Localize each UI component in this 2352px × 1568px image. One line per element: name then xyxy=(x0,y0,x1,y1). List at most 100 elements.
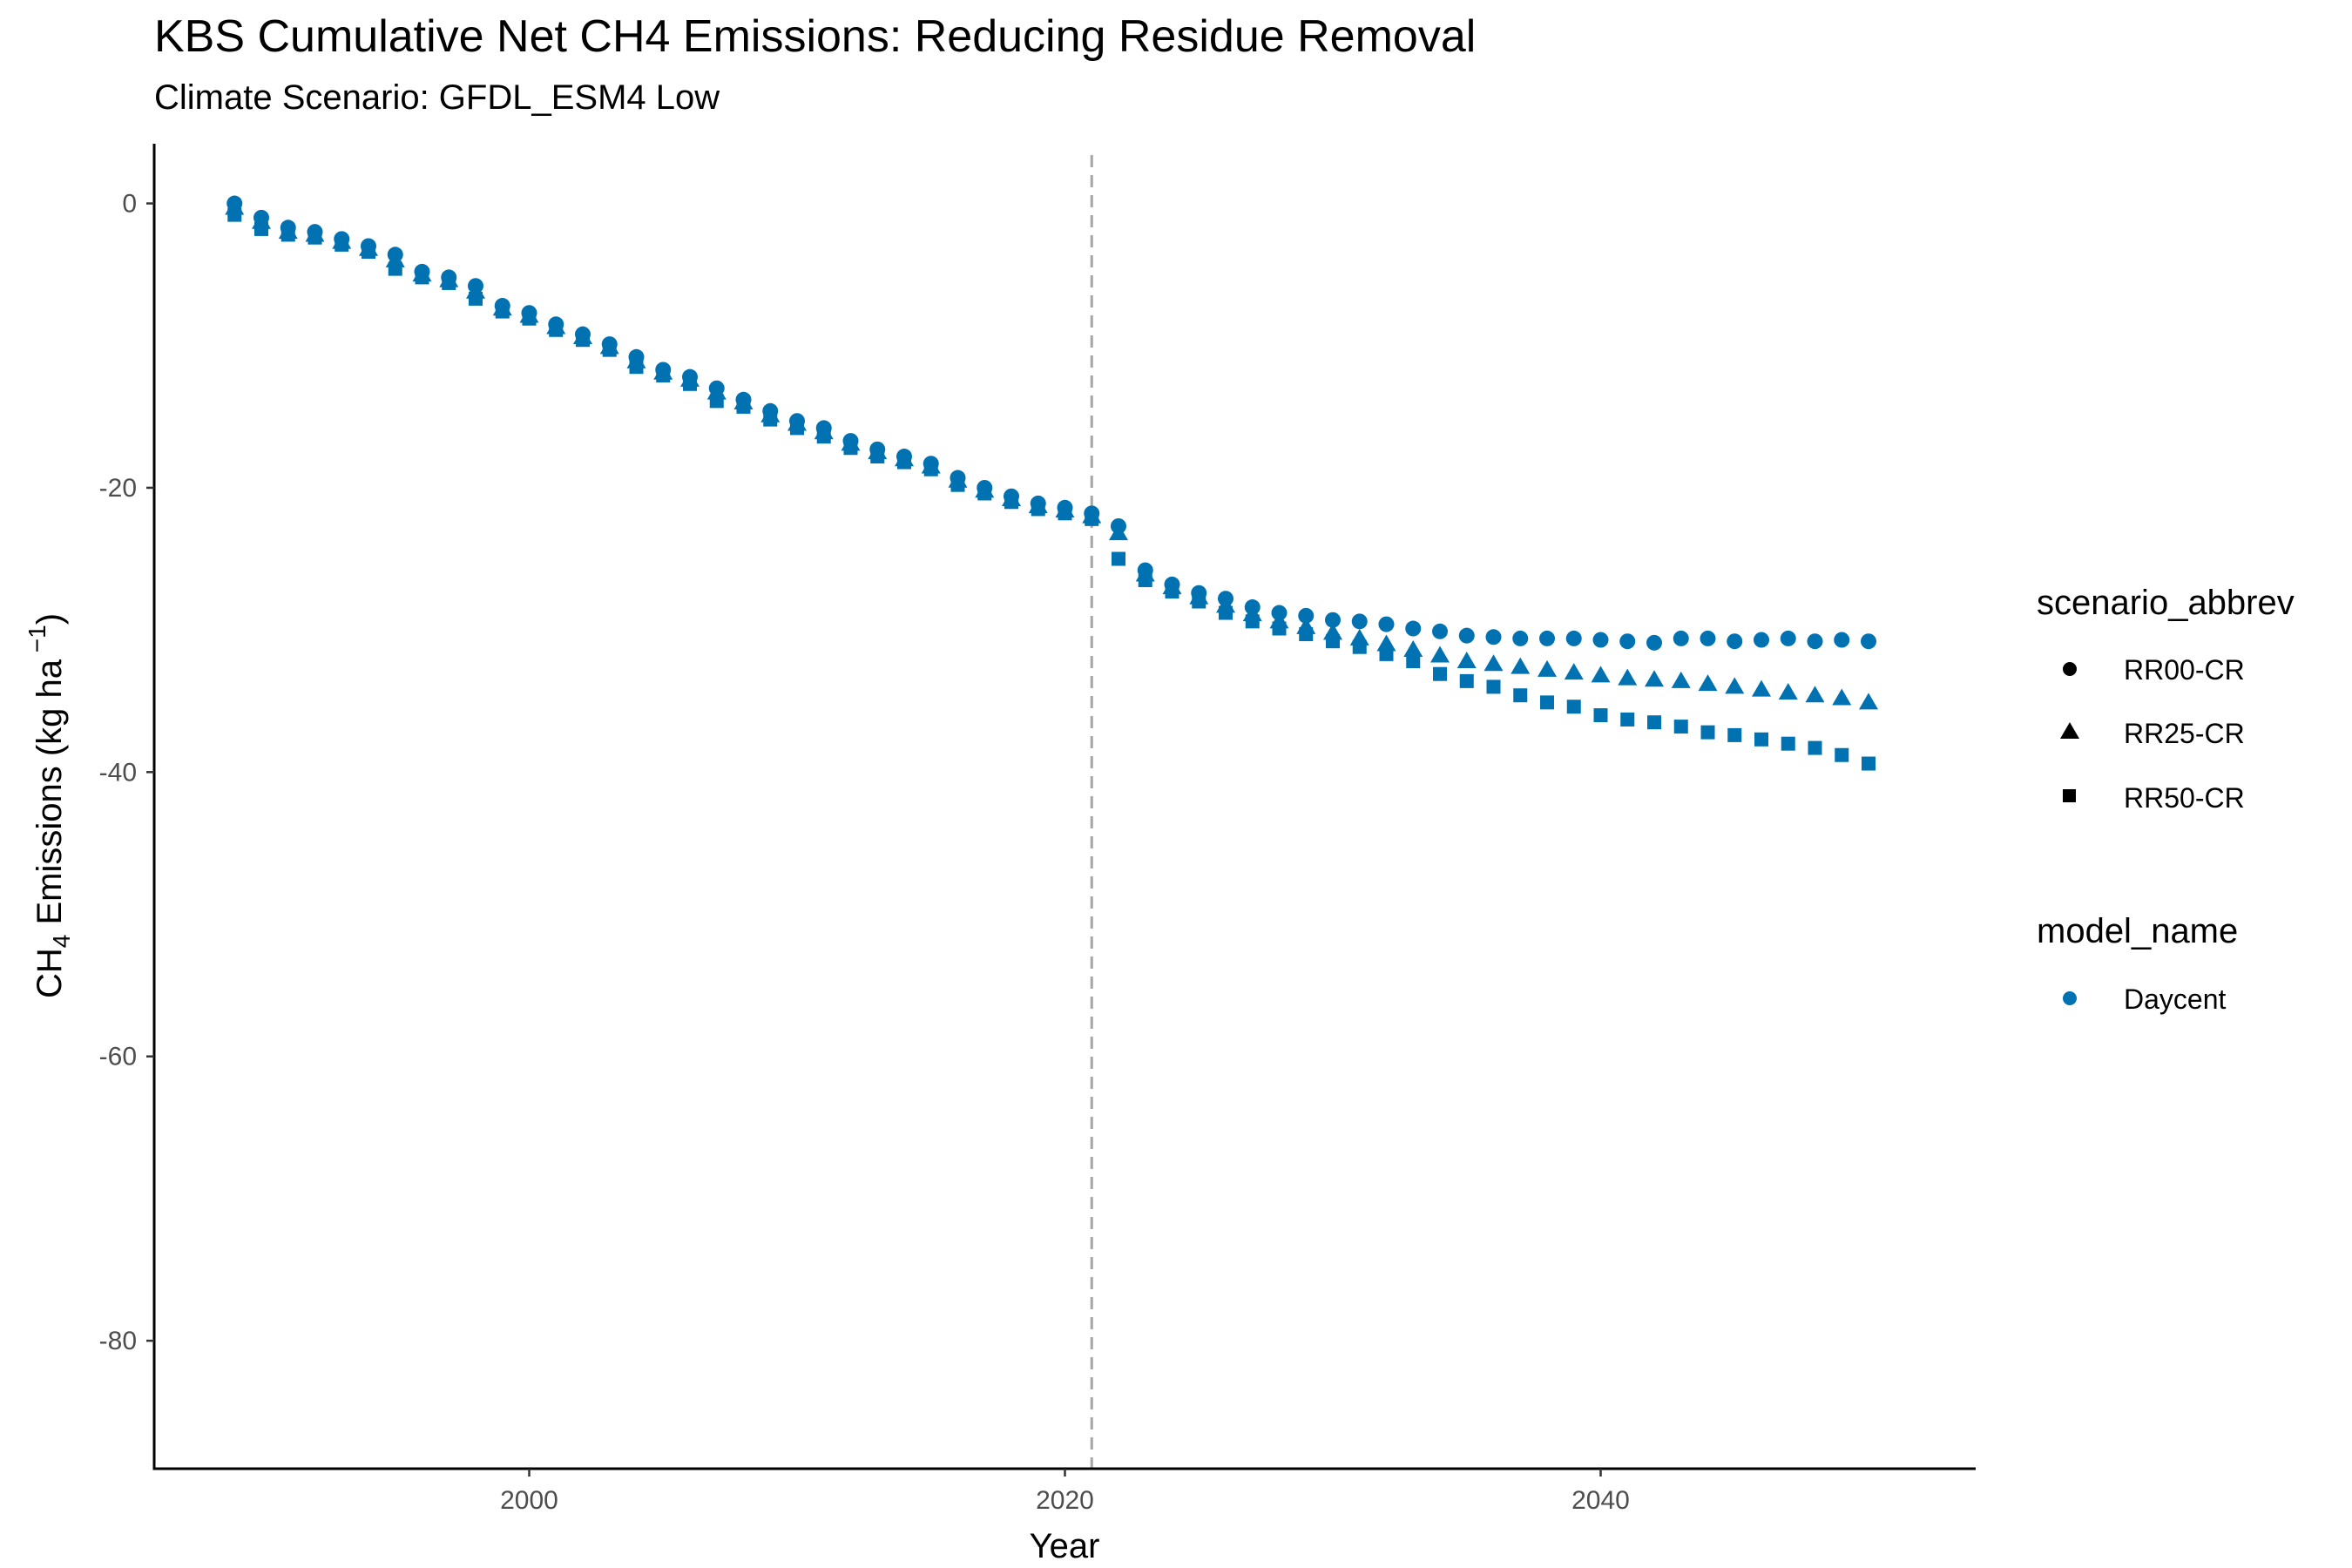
y-tick-label: -40 xyxy=(99,758,137,787)
point-rr00-cr xyxy=(1780,630,1796,646)
point-rr00-cr xyxy=(1111,518,1126,535)
point-rr00-cr xyxy=(1030,495,1046,511)
point-rr25-cr xyxy=(1376,634,1396,652)
point-rr00-cr xyxy=(226,195,243,212)
x-tick-label: 2040 xyxy=(1571,1486,1630,1515)
points-layer xyxy=(225,195,1878,771)
x-tick-label: 2020 xyxy=(1036,1486,1094,1515)
point-rr25-cr xyxy=(1403,639,1423,657)
point-rr00-cr xyxy=(1244,599,1260,616)
y-tick-label: -20 xyxy=(99,474,137,503)
point-rr00-cr xyxy=(1458,627,1475,644)
point-rr00-cr xyxy=(1485,629,1502,645)
point-rr00-cr xyxy=(468,278,483,294)
point-rr00-cr xyxy=(977,479,993,496)
point-rr25-cr xyxy=(1725,677,1745,694)
point-rr00-cr xyxy=(361,238,376,254)
point-rr00-cr xyxy=(655,362,672,378)
legend: scenario_abbrev RR00-CR RR25-CR RR50-CR … xyxy=(2037,584,2295,1015)
point-rr00-cr xyxy=(1378,616,1395,632)
legend-key-circle xyxy=(2063,662,2077,676)
point-rr00-cr xyxy=(1565,630,1582,646)
point-rr50-cr xyxy=(1862,756,1876,771)
point-rr00-cr xyxy=(1351,613,1368,630)
point-rr00-cr xyxy=(950,470,966,486)
point-rr00-cr xyxy=(1191,585,1207,601)
y-axis-title-main: CH xyxy=(30,948,69,998)
point-rr00-cr xyxy=(1325,612,1341,628)
point-rr00-cr xyxy=(280,220,296,236)
point-rr50-cr xyxy=(1486,679,1501,694)
y-tick-label: 0 xyxy=(122,190,137,219)
y-ticks: 0 -20 -40 -60 -80 xyxy=(99,190,154,1355)
point-rr50-cr xyxy=(1112,551,1125,566)
point-rr00-cr xyxy=(628,348,645,365)
legend-key-square xyxy=(2063,789,2076,802)
point-rr50-cr xyxy=(1647,715,1661,730)
point-rr00-cr xyxy=(1057,499,1073,516)
point-rr50-cr xyxy=(1781,736,1795,751)
y-tick-label: -60 xyxy=(99,1043,137,1071)
point-rr50-cr xyxy=(1433,666,1447,681)
point-rr00-cr xyxy=(1084,505,1100,522)
point-rr00-cr xyxy=(548,316,564,333)
point-rr00-cr xyxy=(815,420,832,436)
point-rr00-cr xyxy=(842,433,859,449)
point-rr50-cr xyxy=(1754,732,1768,747)
point-rr00-cr xyxy=(923,456,939,472)
point-rr25-cr xyxy=(1778,682,1798,700)
point-rr00-cr xyxy=(1271,605,1288,621)
point-rr00-cr xyxy=(1700,630,1716,646)
point-rr00-cr xyxy=(601,336,618,353)
point-rr25-cr xyxy=(1645,670,1664,687)
point-rr00-cr xyxy=(1164,576,1180,592)
point-rr00-cr xyxy=(1592,632,1609,648)
point-rr50-cr xyxy=(1459,673,1474,688)
point-rr00-cr xyxy=(682,368,698,385)
point-rr00-cr xyxy=(1727,633,1743,650)
point-rr50-cr xyxy=(1540,695,1554,710)
point-rr00-cr xyxy=(1405,620,1422,637)
legend-label-rr00: RR00-CR xyxy=(2124,654,2245,686)
point-rr00-cr xyxy=(1619,633,1636,650)
point-rr00-cr xyxy=(575,326,591,342)
point-rr25-cr xyxy=(1538,659,1557,677)
y-axis-title-superscript: −1 xyxy=(24,625,51,659)
y-axis-title: CH4 Emissions (kg ha −1) xyxy=(24,613,75,998)
point-rr00-cr xyxy=(1004,488,1019,504)
point-rr25-cr xyxy=(1752,679,1771,697)
chart-title: KBS Cumulative Net CH4 Emissions: Reduci… xyxy=(154,11,1477,62)
legend-color-title: model_name xyxy=(2037,912,2238,950)
point-rr00-cr xyxy=(1754,632,1769,648)
point-rr50-cr xyxy=(1808,740,1822,755)
legend-label-rr50: RR50-CR xyxy=(2124,782,2245,814)
chart-subtitle: Climate Scenario: GFDL_ESM4 Low xyxy=(154,78,720,117)
point-rr50-cr xyxy=(1727,727,1742,742)
point-rr00-cr xyxy=(1137,562,1153,578)
point-rr50-cr xyxy=(1566,700,1581,714)
point-rr25-cr xyxy=(1698,674,1718,692)
y-axis-title-end: ) xyxy=(30,613,69,625)
y-axis-title-subscript: 4 xyxy=(48,935,75,949)
y-tick-label: -80 xyxy=(99,1327,137,1355)
x-tick-label: 2000 xyxy=(500,1486,558,1515)
point-rr00-cr xyxy=(307,224,323,240)
point-rr00-cr xyxy=(708,380,725,396)
point-rr00-cr xyxy=(1432,623,1448,639)
point-rr00-cr xyxy=(387,247,403,263)
point-rr00-cr xyxy=(1539,630,1555,646)
legend-shape-title: scenario_abbrev xyxy=(2037,584,2295,622)
point-rr25-cr xyxy=(1484,654,1504,672)
point-rr25-cr xyxy=(1349,628,1369,645)
point-rr25-cr xyxy=(1296,617,1316,634)
point-rr00-cr xyxy=(1673,630,1689,646)
point-rr00-cr xyxy=(334,231,350,247)
point-rr00-cr xyxy=(1861,633,1876,650)
point-rr00-cr xyxy=(762,402,779,419)
point-rr25-cr xyxy=(1859,693,1878,710)
point-rr00-cr xyxy=(521,305,537,321)
point-rr25-cr xyxy=(1323,623,1342,640)
legend-label-rr25: RR25-CR xyxy=(2124,718,2245,749)
point-rr00-cr xyxy=(735,391,752,408)
